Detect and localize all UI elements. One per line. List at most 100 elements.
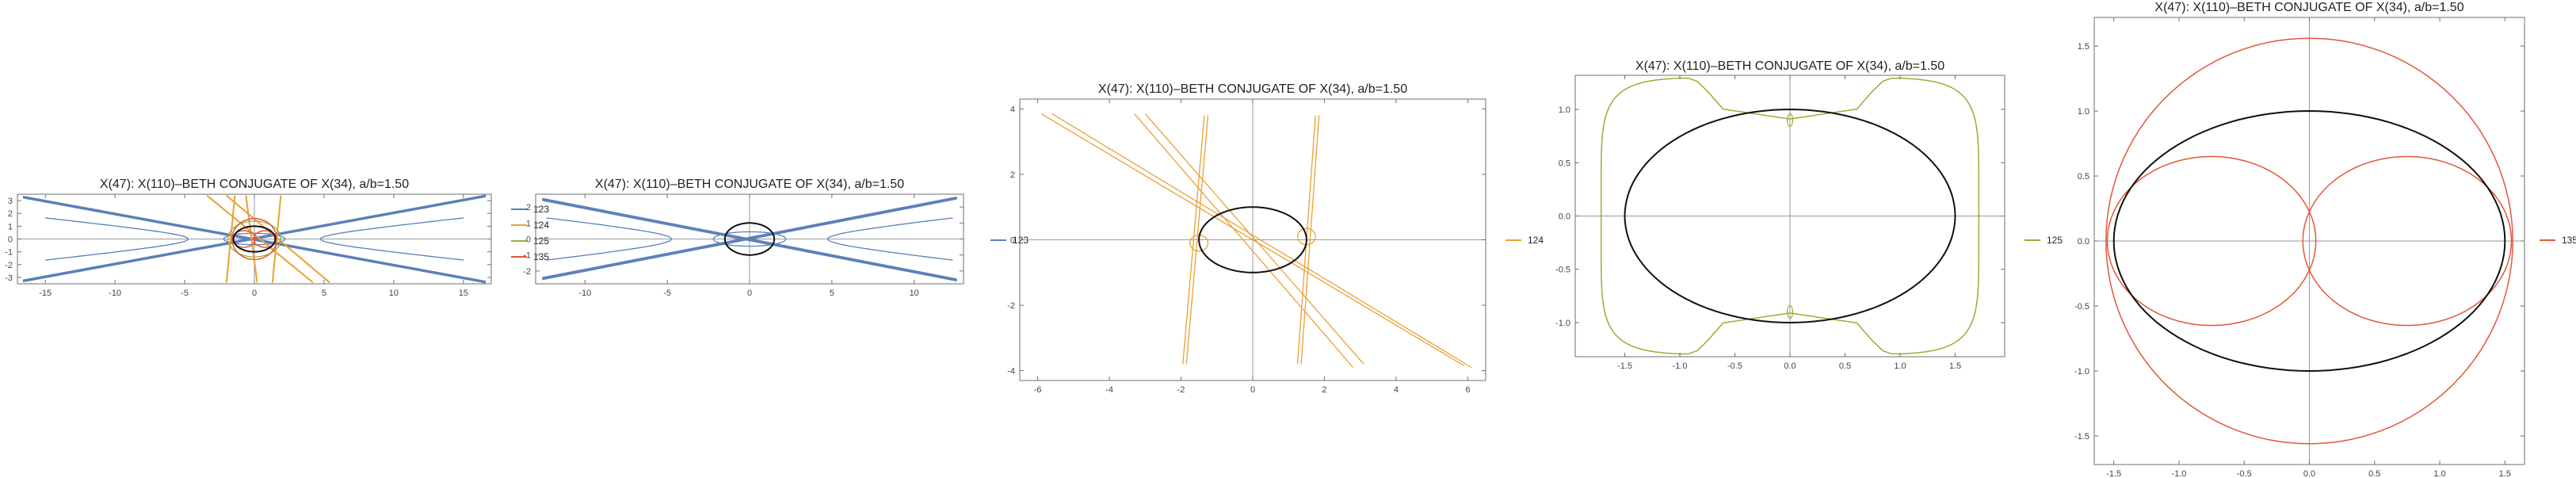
series-135-circle — [231, 217, 277, 261]
y-tick-label: 0.5 — [2078, 172, 2089, 182]
y-tick-label: -3 — [5, 273, 13, 283]
chart-title: X(47): X(110)–BETH CONJUGATE OF X(34), a… — [100, 178, 409, 191]
chart-title: X(47): X(110)–BETH CONJUGATE OF X(34), a… — [1635, 59, 1944, 73]
series-124-line — [1144, 113, 1364, 365]
series-124-line — [245, 195, 258, 283]
x-tick-label: 2 — [1322, 385, 1326, 395]
reference-ellipse — [232, 225, 277, 253]
x-tick-label: 1.5 — [2499, 469, 2511, 478]
y-tick-label: 1 — [526, 219, 531, 228]
series-123-branch — [44, 217, 189, 261]
legend: 124 — [1506, 235, 1544, 246]
series-125-cusp — [1786, 113, 1794, 128]
series-135-loop — [231, 230, 256, 248]
y-tick-label: 1.0 — [2078, 107, 2089, 117]
y-tick-label: 2 — [526, 203, 531, 212]
y-tick-label: 3 — [8, 197, 13, 206]
x-tick-label: 4 — [1394, 385, 1399, 395]
chart-panel-4: X(47): X(110)–BETH CONJUGATE OF X(34), a… — [1555, 59, 2063, 371]
y-tick-label: -1.0 — [1555, 319, 1570, 328]
plot-area — [22, 194, 487, 284]
series-135-loop — [253, 230, 277, 248]
chart-panel-2: X(47): X(110)–BETH CONJUGATE OF X(34), a… — [523, 178, 1028, 298]
series-135-loop — [2302, 155, 2513, 327]
plot-area — [1600, 77, 1980, 355]
y-tick-label: 0.5 — [1559, 159, 1570, 168]
x-tick-label: 0 — [252, 289, 257, 298]
y-tick-label: 4 — [1010, 105, 1015, 114]
legend-label-124: 124 — [533, 220, 549, 231]
series-124-line — [1051, 113, 1472, 369]
x-tick-label: 15 — [459, 289, 468, 298]
y-tick-label: -0.5 — [2074, 302, 2089, 312]
series-124-line — [226, 194, 330, 284]
legend-label-135: 135 — [533, 251, 549, 262]
x-tick-label: -5 — [181, 289, 189, 298]
x-tick-label: 0 — [1250, 385, 1255, 395]
series-123-line — [542, 199, 957, 282]
series-124-line — [1134, 113, 1354, 368]
series-124-line — [1185, 115, 1209, 365]
series-123-loop — [223, 232, 286, 246]
series-123-branch — [546, 217, 672, 261]
plot-area — [542, 196, 957, 282]
x-tick-label: -1.5 — [2106, 469, 2121, 478]
chart-panel-3: X(47): X(110)–BETH CONJUGATE OF X(34), a… — [1007, 82, 1544, 395]
x-tick-label: -10 — [578, 289, 591, 298]
series-124-line — [206, 194, 314, 284]
series-124-line — [225, 195, 236, 283]
x-tick-label: 0 — [747, 289, 752, 298]
series-123-line — [542, 196, 957, 279]
legend-label-123: 123 — [533, 204, 549, 215]
x-tick-label: 5 — [830, 289, 834, 298]
series-123-loop — [712, 231, 787, 247]
reference-ellipse — [1624, 109, 1956, 323]
x-tick-label: -0.5 — [2237, 469, 2252, 478]
series-125-cusp — [1786, 304, 1794, 319]
legend: 125 — [2025, 235, 2063, 246]
x-tick-label: -5 — [663, 289, 671, 298]
y-tick-label: 2 — [1010, 170, 1015, 180]
x-tick-label: 10 — [910, 289, 919, 298]
chart-title: X(47): X(110)–BETH CONJUGATE OF X(34), a… — [2154, 1, 2463, 14]
series-123-line — [542, 197, 957, 281]
series-124-line — [1300, 115, 1320, 365]
series-123-branch — [827, 217, 953, 261]
x-tick-label: 1.5 — [1949, 361, 1961, 371]
legend-label-135: 135 — [2562, 235, 2576, 246]
x-tick-label: -1.0 — [1673, 361, 1688, 371]
x-tick-label: -4 — [1105, 385, 1113, 395]
plot-area — [1040, 113, 1472, 369]
series-124-line — [1040, 113, 1465, 366]
y-tick-label: 0 — [8, 235, 13, 245]
legend: 123 124 125 135 — [511, 204, 549, 262]
legend-label-124: 124 — [1528, 235, 1544, 246]
chart-title: X(47): X(110)–BETH CONJUGATE OF X(34), a… — [1098, 82, 1407, 96]
x-tick-label: 0.0 — [1784, 361, 1796, 371]
x-tick-label: 1.0 — [1894, 361, 1906, 371]
y-tick-label: 1.0 — [1559, 105, 1570, 115]
y-tick-label: 1.5 — [2078, 42, 2089, 52]
y-tick-label: -1.5 — [2074, 432, 2089, 442]
series-124-loop — [1296, 228, 1316, 246]
plot-area — [2105, 37, 2513, 445]
y-tick-label: -2 — [5, 261, 13, 270]
y-tick-label: -4 — [1007, 367, 1015, 377]
y-tick-label: -2 — [523, 267, 531, 277]
reference-ellipse — [723, 222, 776, 256]
x-tick-label: -0.5 — [1727, 361, 1742, 371]
legend: 135 — [2540, 235, 2576, 246]
legend-label-125: 125 — [2047, 235, 2063, 246]
y-tick-label: -1 — [523, 251, 531, 261]
x-tick-label: 1.0 — [2433, 469, 2445, 478]
x-tick-label: 10 — [389, 289, 399, 298]
series-124-loop — [1189, 234, 1209, 252]
x-tick-label: -1.0 — [2171, 469, 2186, 478]
x-tick-label: 0.0 — [2303, 469, 2315, 478]
series-135-loop — [2106, 155, 2317, 327]
series-135-circle — [2105, 37, 2513, 445]
chart-panel-5: X(47): X(110)–BETH CONJUGATE OF X(34), a… — [2074, 1, 2576, 478]
legend-label-125: 125 — [533, 235, 549, 247]
series-123-branch — [319, 217, 464, 261]
